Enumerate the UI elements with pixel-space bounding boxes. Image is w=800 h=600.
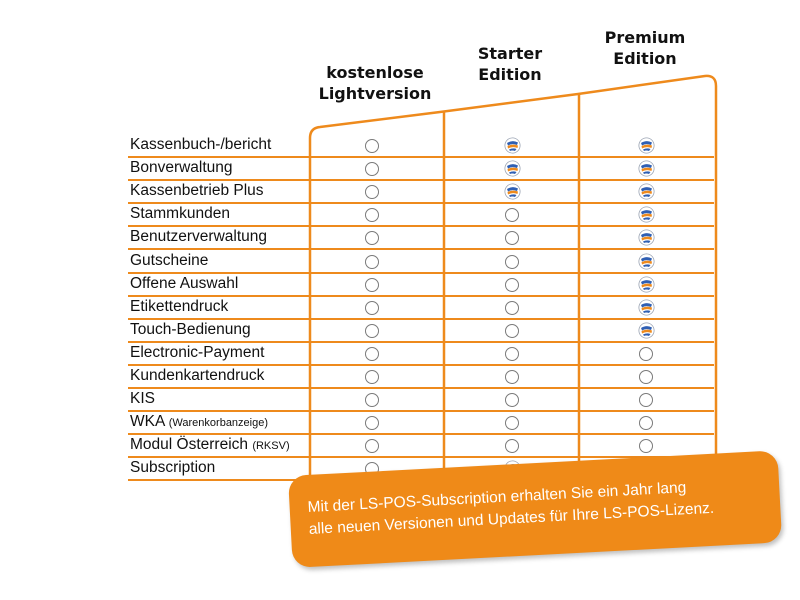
row-divider: [128, 456, 714, 459]
row-divider: [128, 317, 714, 320]
column-header-starter: Starter Edition: [445, 43, 575, 85]
column-header-line2: Edition: [613, 49, 677, 68]
row-divider: [128, 225, 714, 228]
edition-badge-icon: [504, 160, 520, 177]
row-divider: [128, 363, 714, 366]
feature-label: Electronic-Payment: [130, 344, 264, 362]
edition-badge-icon: [638, 160, 654, 177]
empty-circle-icon: [365, 185, 379, 200]
feature-label: KIS: [130, 390, 155, 408]
row-divider: [128, 433, 714, 436]
feature-label-text: Bonverwaltung: [130, 159, 233, 177]
empty-circle-icon: [505, 231, 519, 246]
feature-label-text: Etikettendruck: [130, 297, 229, 315]
feature-label-text: Kundenkartendruck: [130, 367, 265, 384]
row-divider: [128, 248, 714, 251]
column-header-line1: Starter: [477, 44, 543, 63]
feature-label: Etikettendruck: [130, 298, 228, 316]
edition-badge-icon: [638, 229, 654, 246]
row-divider: [128, 271, 714, 274]
feature-label: Kundenkartendruck: [130, 367, 264, 385]
empty-circle-icon: [505, 393, 519, 408]
empty-circle-icon: [505, 439, 519, 454]
empty-circle-icon: [365, 254, 379, 269]
empty-circle-icon: [365, 231, 379, 246]
feature-label-text: Subscription: [130, 459, 216, 477]
empty-circle-icon: [365, 393, 379, 408]
empty-circle-icon: [639, 393, 653, 408]
empty-circle-icon: [505, 277, 519, 292]
row-divider: [128, 410, 714, 413]
feature-label-text: WKA: [130, 413, 165, 431]
empty-circle-icon: [505, 208, 519, 223]
column-header-premium: Premium Edition: [580, 27, 710, 69]
feature-label: Stammkunden: [130, 205, 230, 223]
feature-label-text: Gutscheine: [130, 251, 209, 269]
feature-label-text: Modul Österreich: [130, 436, 249, 454]
row-divider: [128, 156, 714, 158]
edition-badge-icon: [638, 299, 654, 316]
edition-badge-icon: [504, 183, 520, 200]
feature-label-text: KIS: [130, 390, 155, 408]
feature-label: Kassenbuch-/bericht: [130, 136, 271, 154]
empty-circle-icon: [505, 254, 519, 269]
empty-circle-icon: [505, 300, 519, 315]
empty-circle-icon: [365, 323, 379, 338]
empty-circle-icon: [365, 300, 379, 315]
feature-label: Offene Auswahl: [130, 275, 238, 293]
empty-circle-icon: [365, 208, 379, 223]
edition-badge-icon: [504, 137, 520, 154]
empty-circle-icon: [365, 370, 379, 384]
feature-label-text: Stammkunden: [130, 205, 230, 223]
column-header-line2: Edition: [478, 65, 542, 84]
empty-circle-icon: [365, 139, 379, 153]
column-header-line2: Lightversion: [318, 84, 432, 103]
feature-label: Subscription: [130, 459, 215, 477]
feature-label-note: (RKSV): [252, 440, 290, 453]
empty-circle-icon: [639, 370, 653, 384]
edition-badge-icon: [638, 206, 654, 223]
feature-label: Kassenbetrieb Plus: [130, 182, 264, 200]
feature-label-note: (Warenkorbanzeige): [168, 417, 269, 430]
empty-circle-icon: [365, 346, 379, 361]
empty-circle-icon: [505, 346, 519, 361]
empty-circle-icon: [365, 277, 379, 292]
edition-badge-icon: [638, 137, 654, 154]
feature-label-text: Electronic-Payment: [130, 343, 265, 361]
row-divider: [128, 294, 714, 297]
column-header-line1: kostenlose: [326, 63, 424, 82]
feature-label-text: Touch-Bedienung: [130, 320, 251, 338]
empty-circle-icon: [505, 370, 519, 384]
row-divider: [128, 387, 714, 389]
feature-label-text: Kassenbuch-/bericht: [130, 136, 272, 153]
row-divider: [128, 179, 714, 182]
edition-badge-icon: [638, 253, 654, 269]
feature-label-text: Kassenbetrieb Plus: [130, 182, 264, 200]
feature-label-text: Offene Auswahl: [130, 274, 239, 292]
edition-badge-icon: [638, 322, 654, 339]
feature-label: Bonverwaltung: [130, 159, 233, 177]
feature-label: Touch-Bedienung: [130, 321, 251, 339]
feature-label: Gutscheine: [130, 252, 208, 270]
empty-circle-icon: [639, 416, 653, 431]
column-header-light: kostenlose Lightversion: [305, 62, 445, 104]
feature-label: WKA (Warenkorbanzeige): [130, 413, 268, 432]
empty-circle-icon: [365, 416, 379, 431]
row-divider: [128, 340, 714, 343]
empty-circle-icon: [639, 439, 653, 454]
empty-circle-icon: [639, 346, 653, 361]
feature-label-text: Benutzerverwaltung: [130, 228, 267, 246]
feature-label: Modul Österreich (RKSV): [130, 436, 290, 455]
empty-circle-icon: [365, 439, 379, 454]
empty-circle-icon: [505, 416, 519, 431]
empty-circle-icon: [365, 162, 379, 177]
row-divider: [128, 202, 714, 205]
feature-label: Benutzerverwaltung: [130, 228, 267, 246]
edition-badge-icon: [638, 183, 654, 200]
column-header-line1: Premium: [604, 28, 686, 47]
empty-circle-icon: [505, 323, 519, 338]
edition-badge-icon: [638, 276, 654, 293]
